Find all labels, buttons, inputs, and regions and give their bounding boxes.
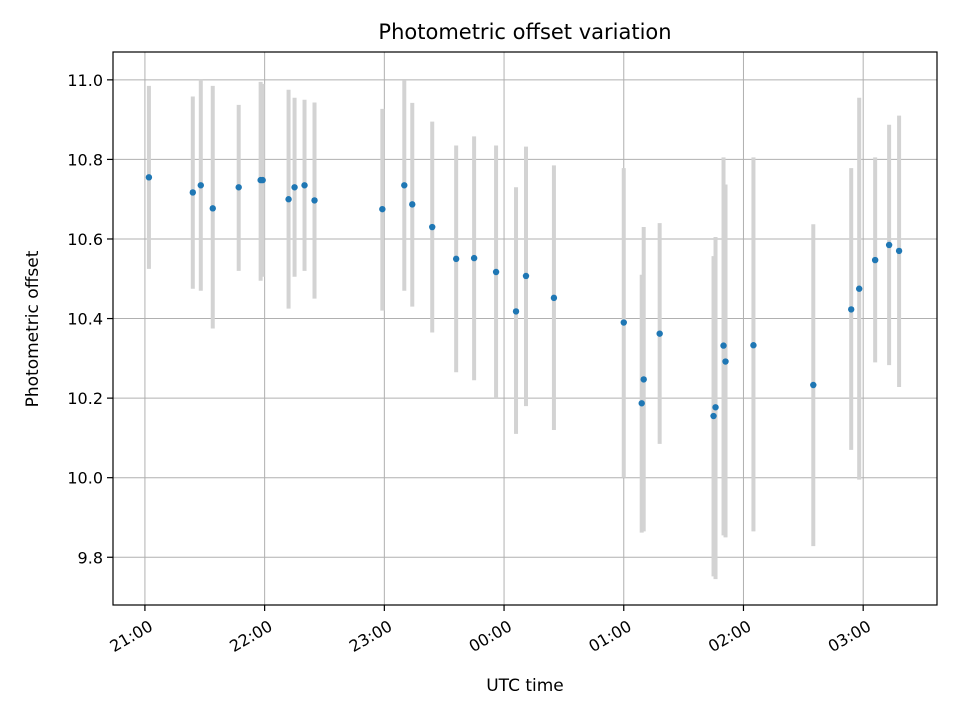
data-point (452, 255, 460, 263)
data-point (656, 330, 663, 337)
data-point (640, 376, 647, 383)
x-tick-label: 22:00 (226, 616, 275, 656)
data-point (259, 176, 266, 184)
y-tick-label: 10.2 (67, 389, 103, 408)
error-bars (146, 79, 902, 580)
x-axis-label: UTC time (486, 676, 564, 696)
data-point (401, 182, 408, 189)
data-point (885, 241, 893, 249)
data-point (492, 268, 500, 276)
data-point (712, 404, 719, 411)
data-point (145, 174, 153, 181)
data-point (301, 182, 308, 189)
y-axis-label: Photometric offset (23, 250, 43, 407)
data-point (470, 254, 478, 262)
data-point (855, 285, 863, 292)
y-tick-label: 10.4 (67, 310, 103, 329)
y-tick-label: 11.0 (67, 71, 103, 90)
data-point (620, 319, 627, 326)
y-tick-label: 10.6 (67, 230, 103, 249)
data-point (550, 294, 558, 302)
chart-title: Photometric offset variation (378, 20, 671, 44)
data-point (871, 256, 879, 264)
data-point (429, 223, 436, 231)
y-tick-label: 10.0 (67, 469, 103, 488)
data-point (189, 189, 197, 196)
x-tick-label: 01:00 (585, 616, 634, 656)
data-point (810, 381, 817, 389)
y-tick-label: 9.8 (78, 548, 103, 567)
data-point (311, 197, 318, 204)
data-point (512, 308, 520, 315)
x-tick-label: 23:00 (346, 616, 395, 656)
data-point (197, 182, 204, 189)
x-tick-label: 00:00 (466, 616, 515, 656)
x-tick-label: 21:00 (106, 616, 155, 656)
data-point (710, 412, 717, 420)
x-tick-label: 02:00 (705, 616, 754, 656)
data-point (409, 201, 416, 208)
data-point (638, 400, 645, 407)
data-point (291, 184, 298, 191)
data-points (145, 174, 903, 420)
x-tick-label: 03:00 (825, 616, 874, 656)
data-point (235, 184, 242, 191)
data-point (722, 358, 729, 365)
data-point (750, 342, 757, 349)
y-tick-label: 10.8 (67, 150, 103, 169)
data-point (848, 306, 855, 313)
data-point (379, 205, 386, 213)
plot-frame (112, 51, 938, 606)
data-point (209, 205, 216, 212)
data-point (895, 247, 903, 255)
data-point (720, 342, 727, 349)
data-point (522, 272, 530, 280)
data-point (285, 196, 292, 203)
